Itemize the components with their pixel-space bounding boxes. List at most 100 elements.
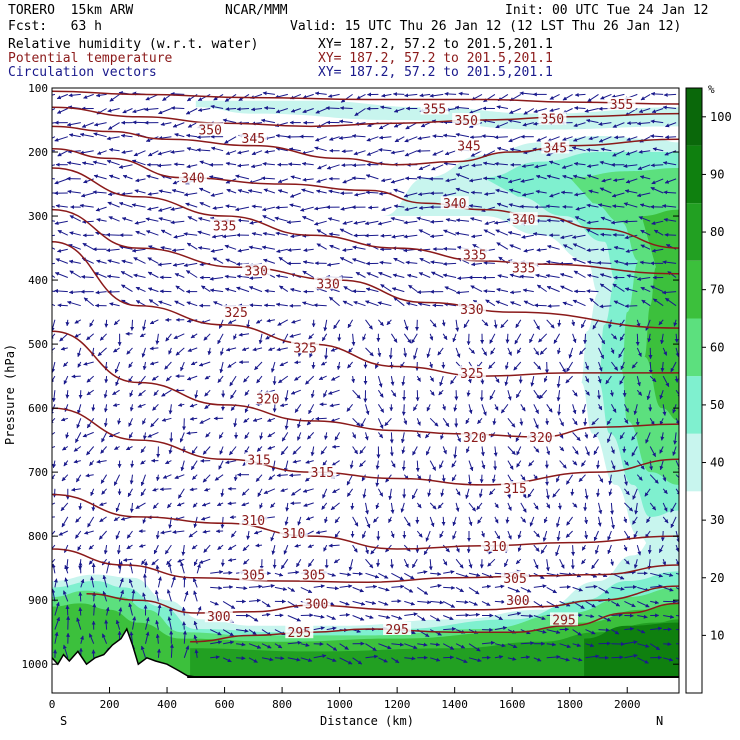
circulation-vector — [65, 319, 70, 327]
circulation-vector — [572, 502, 578, 508]
circulation-vector — [276, 347, 288, 352]
circulation-vector — [113, 347, 120, 353]
south-end-label: S — [60, 714, 67, 728]
circulation-vector — [378, 600, 389, 606]
circulation-vector — [557, 404, 562, 416]
circulation-vector — [187, 347, 198, 352]
circulation-vector — [637, 600, 650, 608]
circulation-vector — [394, 136, 405, 143]
circulation-vector — [254, 361, 263, 371]
circulation-vector — [417, 642, 428, 647]
circulation-vector — [305, 459, 314, 464]
circulation-vector — [340, 93, 353, 103]
circulation-vector — [224, 244, 237, 250]
circulation-vector — [318, 375, 327, 381]
circulation-vector — [650, 187, 664, 194]
circulation-vector — [145, 230, 159, 236]
circulation-vector — [158, 217, 172, 222]
circulation-vector — [662, 260, 677, 265]
circulation-vector — [114, 361, 121, 374]
circulation-vector — [481, 347, 488, 356]
circulation-vector — [290, 287, 301, 293]
circulation-vector — [102, 590, 108, 602]
isentrope-label-300: 300 — [506, 594, 529, 609]
circulation-vector — [261, 657, 274, 662]
circulation-vector — [540, 544, 548, 554]
circulation-vector — [121, 284, 133, 293]
circulation-vector — [439, 460, 444, 469]
circulation-vector — [106, 159, 120, 166]
circulation-vector — [343, 286, 353, 293]
circulation-vector — [326, 164, 340, 170]
circulation-vector — [352, 615, 365, 621]
circulation-vector — [56, 93, 68, 100]
circulation-vector — [181, 446, 186, 453]
circulation-vector — [131, 203, 146, 208]
circulation-vector — [227, 557, 237, 562]
circulation-vector — [652, 298, 664, 307]
circulation-vector — [68, 259, 81, 264]
circulation-vector — [172, 529, 185, 534]
circulation-vector — [652, 147, 664, 152]
circulation-vector — [313, 654, 327, 659]
field-xy-rh: XY= 187.2, 57.2 to 201.5,201.1 — [318, 37, 553, 52]
circulation-vector — [106, 274, 120, 279]
circulation-vector — [147, 287, 159, 293]
x-tick-label: 400 — [157, 698, 177, 711]
circulation-vector — [365, 287, 379, 293]
circulation-vector — [455, 488, 461, 496]
circulation-vector — [443, 655, 454, 660]
circulation-vector — [529, 516, 535, 527]
circulation-vector — [66, 122, 81, 127]
circulation-vector — [155, 530, 160, 540]
circulation-vector — [170, 149, 185, 154]
circulation-vector — [485, 299, 496, 307]
circulation-vector — [69, 215, 82, 222]
y-tick-label: 200 — [28, 146, 48, 159]
circulation-vector — [509, 147, 521, 152]
circulation-vector — [556, 376, 561, 388]
circulation-vector — [301, 150, 314, 155]
circulation-vector — [160, 530, 172, 535]
circulation-vector — [126, 530, 133, 539]
circulation-vector — [78, 607, 83, 616]
circulation-vector — [289, 203, 301, 208]
circulation-vector — [352, 586, 364, 593]
circulation-vector — [321, 333, 328, 342]
isentrope-340 — [52, 148, 679, 249]
circulation-vector — [132, 108, 146, 114]
circulation-vector — [185, 108, 198, 115]
circulation-vector — [444, 91, 457, 96]
circulation-vector — [380, 105, 392, 110]
circulation-vector — [62, 446, 69, 451]
circulation-vector — [264, 288, 275, 293]
isentrope-335 — [52, 167, 679, 275]
x-tick-label: 1600 — [499, 698, 526, 711]
circulation-vector — [226, 188, 237, 194]
circulation-vector — [403, 347, 408, 358]
circulation-vector — [177, 488, 185, 499]
circulation-vector — [229, 515, 237, 520]
circulation-vector — [585, 629, 596, 635]
circulation-vector — [291, 488, 302, 496]
circulation-vector — [490, 347, 496, 355]
circulation-vector — [484, 191, 495, 196]
circulation-vector — [431, 271, 444, 278]
circulation-vector — [364, 220, 379, 226]
circulation-vector — [197, 246, 211, 251]
circulation-vector — [631, 432, 638, 441]
circulation-vector — [586, 220, 599, 225]
circulation-vector — [199, 417, 211, 424]
circulation-vector — [316, 178, 327, 183]
circulation-vector — [210, 104, 224, 109]
circulation-vector — [280, 558, 289, 570]
circulation-vector — [572, 460, 578, 466]
circulation-vector — [213, 301, 224, 307]
circulation-vector — [442, 558, 448, 566]
circulation-vector — [340, 206, 353, 211]
circulation-vector — [316, 189, 327, 194]
circulation-vector — [133, 273, 146, 278]
circulation-vector — [106, 248, 120, 253]
circulation-vector — [140, 488, 146, 497]
circulation-vector — [352, 389, 361, 399]
